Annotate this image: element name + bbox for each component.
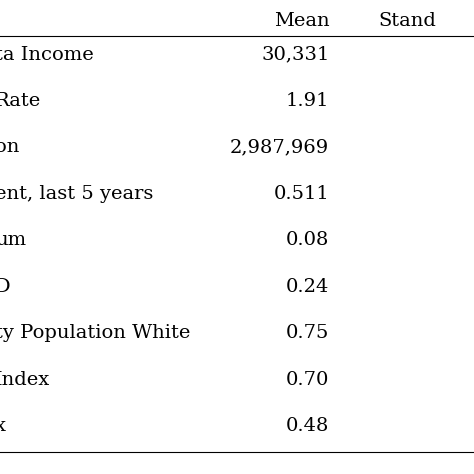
- Text: 0.08: 0.08: [286, 231, 329, 249]
- Text: 30,331: 30,331: [261, 46, 329, 64]
- Text: ta Income: ta Income: [0, 46, 94, 64]
- Text: 0.24: 0.24: [286, 278, 329, 296]
- Text: Rate: Rate: [0, 92, 42, 110]
- Text: Index: Index: [0, 371, 51, 389]
- Text: um: um: [0, 231, 27, 249]
- Text: 0.511: 0.511: [273, 185, 329, 203]
- Text: ent, last 5 years: ent, last 5 years: [0, 185, 154, 203]
- Text: Stand: Stand: [378, 12, 436, 30]
- Text: 0.48: 0.48: [286, 417, 329, 435]
- Text: 0.75: 0.75: [286, 324, 329, 342]
- Text: Mean: Mean: [274, 12, 329, 30]
- Text: ty Population White: ty Population White: [0, 324, 191, 342]
- Text: 1.91: 1.91: [286, 92, 329, 110]
- Text: 2,987,969: 2,987,969: [230, 138, 329, 156]
- Text: 0.70: 0.70: [286, 371, 329, 389]
- Text: x: x: [0, 417, 6, 435]
- Text: on: on: [0, 138, 19, 156]
- Text: D: D: [0, 278, 11, 296]
